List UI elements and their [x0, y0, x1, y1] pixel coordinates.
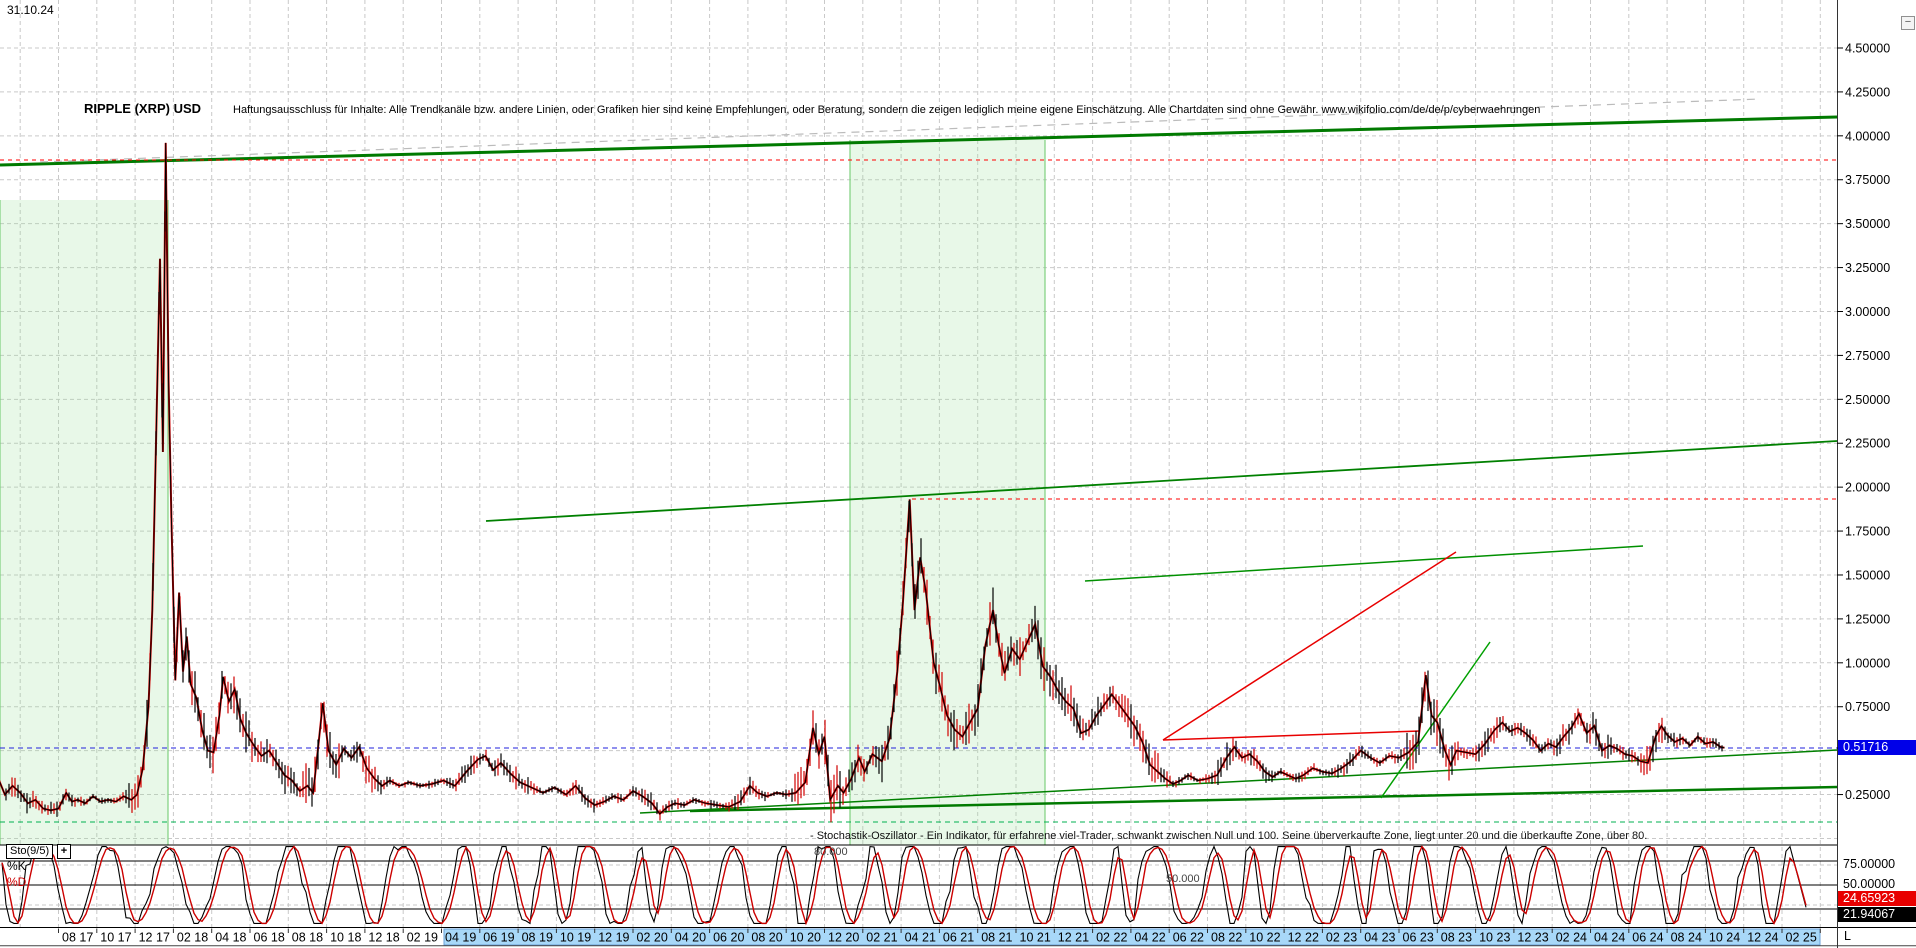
- date-axis-label: 04 24: [1594, 931, 1625, 945]
- collapse-panel-icon[interactable]: −: [1901, 16, 1915, 30]
- date-axis-label: 06 19: [483, 931, 514, 945]
- date-axis-label: 08 20: [751, 931, 782, 945]
- trend-line: [1162, 551, 1457, 741]
- price-axis-label: 2.75000: [1845, 349, 1890, 363]
- date-axis-label: 02 22: [1096, 931, 1127, 945]
- date-axis-label: 06 20: [713, 931, 744, 945]
- price-axis-label: 2.25000: [1845, 437, 1890, 451]
- date-axis-label: 12 17: [139, 931, 170, 945]
- trend-line: [1084, 545, 1644, 582]
- date-axis-label: 06 21: [943, 931, 974, 945]
- date-axis-label: 08 21: [981, 931, 1012, 945]
- indicator-add-icon[interactable]: +: [57, 844, 71, 859]
- date-axis-label: 02 19: [407, 931, 438, 945]
- sto-axis-75-label: 75.00000: [1843, 857, 1896, 871]
- date-axis-label: 04 19: [445, 931, 476, 945]
- chart-title: RIPPLE (XRP) USD: [84, 101, 202, 116]
- date-axis-label: 12 18: [368, 931, 399, 945]
- price-axis-label: 1.50000: [1845, 568, 1890, 582]
- price-line-black: [0, 142, 1725, 815]
- date-axis-label: 02 23: [1326, 931, 1357, 945]
- indicator-name-badge[interactable]: Sto(9/5): [6, 844, 54, 859]
- date-axis-label: 06 23: [1403, 931, 1434, 945]
- date-axis-label: 06 18: [254, 931, 285, 945]
- sto-level-50-label: 50.000: [1166, 873, 1200, 885]
- trend-line: [1162, 730, 1421, 741]
- date-axis-label: 02 24: [1556, 931, 1587, 945]
- date-axis-label: 08 18: [292, 931, 323, 945]
- date-axis-label: 10 19: [560, 931, 591, 945]
- date-axis-label: 10 18: [330, 931, 361, 945]
- last-date-label: 31.10.24: [7, 3, 54, 17]
- date-axis-label: 04 23: [1364, 931, 1395, 945]
- sto-d-line: [1, 845, 1807, 926]
- date-axis-label: 06 24: [1632, 931, 1663, 945]
- date-axis-label: 04 21: [905, 931, 936, 945]
- trend-line: [0, 115, 1838, 167]
- sto-k-value-badge: 21.94067: [1838, 907, 1916, 922]
- price-axis-label: 3.25000: [1845, 261, 1890, 275]
- price-axis-label: 4.00000: [1845, 129, 1890, 143]
- date-axis-label: 08 24: [1671, 931, 1702, 945]
- price-axis-label: 4.50000: [1845, 42, 1890, 56]
- sto-level-80-label: 80.000: [814, 846, 848, 858]
- sto-axis-50-label: 50.00000: [1843, 877, 1896, 891]
- trend-line: [39, 98, 1761, 163]
- date-axis-label: 12 19: [598, 931, 629, 945]
- date-axis-label: 02 25: [1786, 931, 1817, 945]
- trend-line: [485, 440, 1838, 522]
- disclaimer-text: Haftungsausschluss für Inhalte: Alle Tre…: [233, 104, 1541, 116]
- price-axis-label: 2.50000: [1845, 393, 1890, 407]
- date-axis-label: 12 23: [1517, 931, 1548, 945]
- price-axis-label: 0.75000: [1845, 700, 1890, 714]
- date-axis-label: 10 17: [100, 931, 131, 945]
- date-axis-label: 12 20: [828, 931, 859, 945]
- highlight-band: [0, 200, 168, 845]
- price-axis-label: 1.75000: [1845, 525, 1890, 539]
- date-axis-label: 04 22: [1134, 931, 1165, 945]
- sto-d-value-badge: 24.65923: [1838, 891, 1916, 906]
- price-axis-label: 1.25000: [1845, 612, 1890, 626]
- date-axis-label: 02 18: [177, 931, 208, 945]
- date-axis-label: 04 18: [215, 931, 246, 945]
- date-axis-label: 10 20: [790, 931, 821, 945]
- date-axis-label: 02 21: [866, 931, 897, 945]
- price-axis-label: 0.25000: [1845, 788, 1890, 802]
- price-axis-label: 4.25000: [1845, 85, 1890, 99]
- sto-k-legend: %K: [7, 859, 26, 873]
- date-axis-label: 10 23: [1479, 931, 1510, 945]
- price-axis-label: 3.50000: [1845, 217, 1890, 231]
- date-axis-label: 10 24: [1709, 931, 1740, 945]
- stochastic-description: - Stochastik-Oszillator - Ein Indikator,…: [810, 830, 1648, 842]
- price-axis-label: 3.00000: [1845, 305, 1890, 319]
- date-axis-label: 10 22: [1249, 931, 1280, 945]
- date-axis-label: 08 23: [1441, 931, 1472, 945]
- date-axis-label: 12 22: [1288, 931, 1319, 945]
- date-axis-label: 06 22: [1173, 931, 1204, 945]
- linear-scale-label[interactable]: L: [1844, 929, 1851, 943]
- date-axis-label: 12 21: [1058, 931, 1089, 945]
- price-axis-label: 3.75000: [1845, 173, 1890, 187]
- date-axis-label: 08 17: [62, 931, 93, 945]
- date-axis-label: 12 24: [1747, 931, 1778, 945]
- date-axis-label: 08 22: [1211, 931, 1242, 945]
- sto-d-legend: %D: [7, 875, 27, 889]
- date-axis-label: 04 20: [675, 931, 706, 945]
- price-axis-label: 2.00000: [1845, 481, 1890, 495]
- sto-k-line: [1, 845, 1807, 926]
- highlight-band: [850, 140, 1045, 845]
- price-axis-label: 1.00000: [1845, 656, 1890, 670]
- current-price-badge: 0.51716: [1838, 740, 1916, 755]
- date-axis-label: 10 21: [1020, 931, 1051, 945]
- date-axis-label: 02 20: [637, 931, 668, 945]
- date-axis-label: 08 19: [522, 931, 553, 945]
- trend-line: [689, 785, 1838, 813]
